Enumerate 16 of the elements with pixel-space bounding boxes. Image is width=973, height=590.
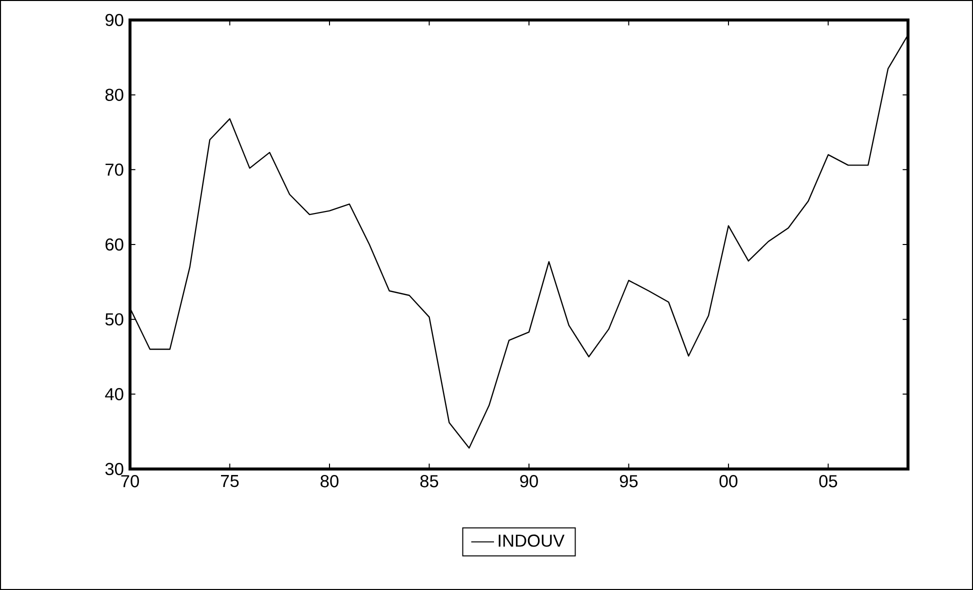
x-tick-label: 70 — [121, 475, 139, 488]
y-tick-label: 50 — [105, 313, 124, 326]
y-tick-label: 70 — [106, 164, 124, 176]
x-tick-label: 75 — [221, 475, 239, 488]
y-tick-label: 80 — [105, 88, 124, 101]
x-tick-label: 80 — [320, 475, 338, 488]
y-tick-label: 60 — [106, 238, 124, 251]
x-tick-label: 05 — [819, 475, 838, 488]
y-tick-label: 40 — [105, 388, 124, 400]
x-tick-label: 00 — [719, 475, 738, 488]
legend-label: INDOUV — [498, 534, 565, 547]
x-tick-label: 90 — [520, 475, 538, 488]
x-tick-label: 95 — [620, 475, 638, 488]
y-tick-label: 30 — [105, 462, 124, 476]
x-tick-label: 85 — [420, 475, 438, 488]
y-tick-label: 90 — [106, 14, 124, 26]
